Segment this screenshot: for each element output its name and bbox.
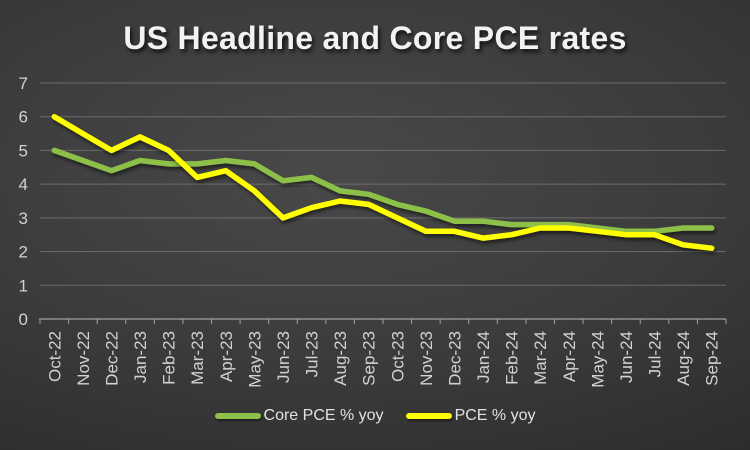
x-axis-label: Nov-22 (74, 331, 93, 386)
x-axis-label: Apr-23 (217, 331, 236, 382)
y-axis-label: 2 (19, 243, 28, 262)
x-axis-label: Nov-23 (417, 331, 436, 386)
legend-swatch-pce (405, 412, 452, 420)
y-axis-label: 0 (19, 310, 28, 329)
x-axis-label: Aug-24 (674, 331, 693, 386)
x-axis-label: Dec-23 (445, 331, 464, 386)
x-axis-label: Mar-24 (531, 331, 550, 385)
x-axis-label: Dec-22 (102, 331, 121, 386)
y-axis-label: 6 (19, 108, 28, 127)
x-axis-label: Aug-23 (331, 331, 350, 386)
x-axis-label: Mar-23 (188, 331, 207, 385)
x-axis-label: Sep-23 (360, 331, 379, 386)
x-axis-label: Feb-24 (503, 331, 522, 385)
x-axis-label: Jul-23 (303, 331, 322, 377)
y-axis-label: 3 (19, 209, 28, 228)
chart-title: US Headline and Core PCE rates (123, 20, 627, 56)
series-line-pce-yoy (51, 113, 715, 251)
y-axis-label: 7 (19, 74, 28, 93)
y-axis-label: 1 (19, 276, 28, 295)
x-axis-label: Feb-23 (160, 331, 179, 385)
x-axis-label: Jul-24 (646, 331, 665, 377)
x-axis-label: Jan-24 (474, 331, 493, 383)
y-axis-label: 4 (19, 175, 28, 194)
y-axis-label: 5 (19, 141, 28, 160)
legend: Core PCE % yoy PCE % yoy (0, 407, 750, 425)
x-axis-label: Sep-24 (703, 331, 722, 386)
series-line-core-pce-yoy (51, 147, 715, 235)
x-axis-label: Apr-24 (560, 331, 579, 382)
x-axis-label: Jun-23 (274, 331, 293, 383)
x-axis-label: Oct-22 (45, 331, 64, 382)
legend-item-core-pce: Core PCE % yoy (214, 407, 384, 425)
legend-swatch-core-pce (214, 412, 261, 420)
x-axis-label: Jun-24 (617, 331, 636, 383)
x-axis-label: Jan-23 (131, 331, 150, 383)
legend-item-pce: PCE % yoy (405, 407, 536, 425)
legend-label-pce: PCE % yoy (454, 407, 536, 424)
x-axis-label: Oct-23 (388, 331, 407, 382)
legend-label-core-pce: Core PCE % yoy (263, 407, 384, 424)
x-axis-label: May-24 (588, 331, 607, 388)
x-axis-label: May-23 (245, 331, 264, 388)
